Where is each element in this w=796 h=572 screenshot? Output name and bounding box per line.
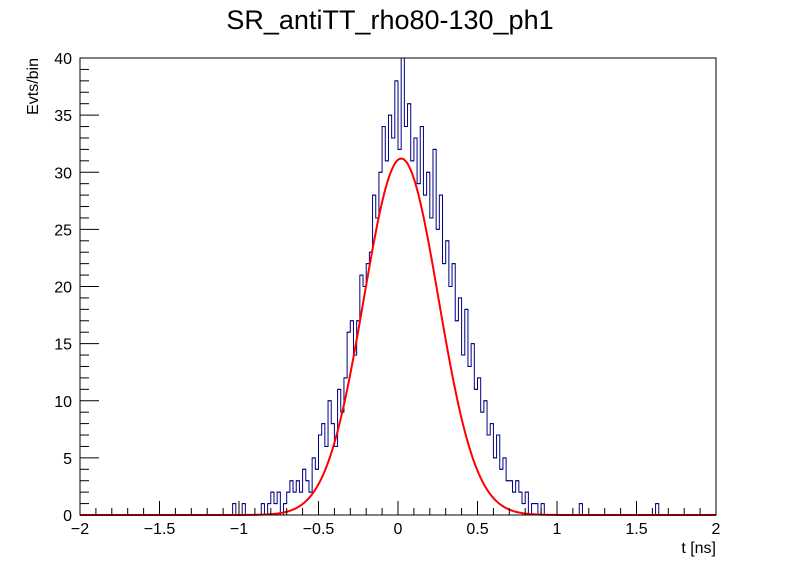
y-tick-label: 40 — [54, 51, 72, 68]
y-tick-label: 20 — [54, 280, 72, 297]
y-tick-label: 25 — [54, 222, 72, 239]
y-tick-label: 35 — [54, 108, 72, 125]
y-tick-label: 10 — [54, 394, 72, 411]
x-tick-label: −1.5 — [144, 521, 176, 538]
x-tick-label: 2 — [712, 521, 721, 538]
chart-title: SR_antiTT_rho80-130_ph1 — [226, 5, 553, 35]
y-tick-label: 0 — [63, 508, 72, 525]
x-tick-label: −0.5 — [303, 521, 335, 538]
y-tick-label: 15 — [54, 337, 72, 354]
y-tick-label: 30 — [54, 165, 72, 182]
y-tick-label: 5 — [63, 451, 72, 468]
y-axis-title: Evts/bin — [25, 58, 42, 115]
x-tick-label: 0.5 — [466, 521, 488, 538]
x-axis-title: t [ns] — [681, 540, 716, 557]
x-tick-label: −1 — [230, 521, 248, 538]
x-tick-label: −2 — [71, 521, 89, 538]
x-tick-label: 0 — [394, 521, 403, 538]
x-tick-label: 1.5 — [625, 521, 647, 538]
x-tick-label: 1 — [553, 521, 562, 538]
